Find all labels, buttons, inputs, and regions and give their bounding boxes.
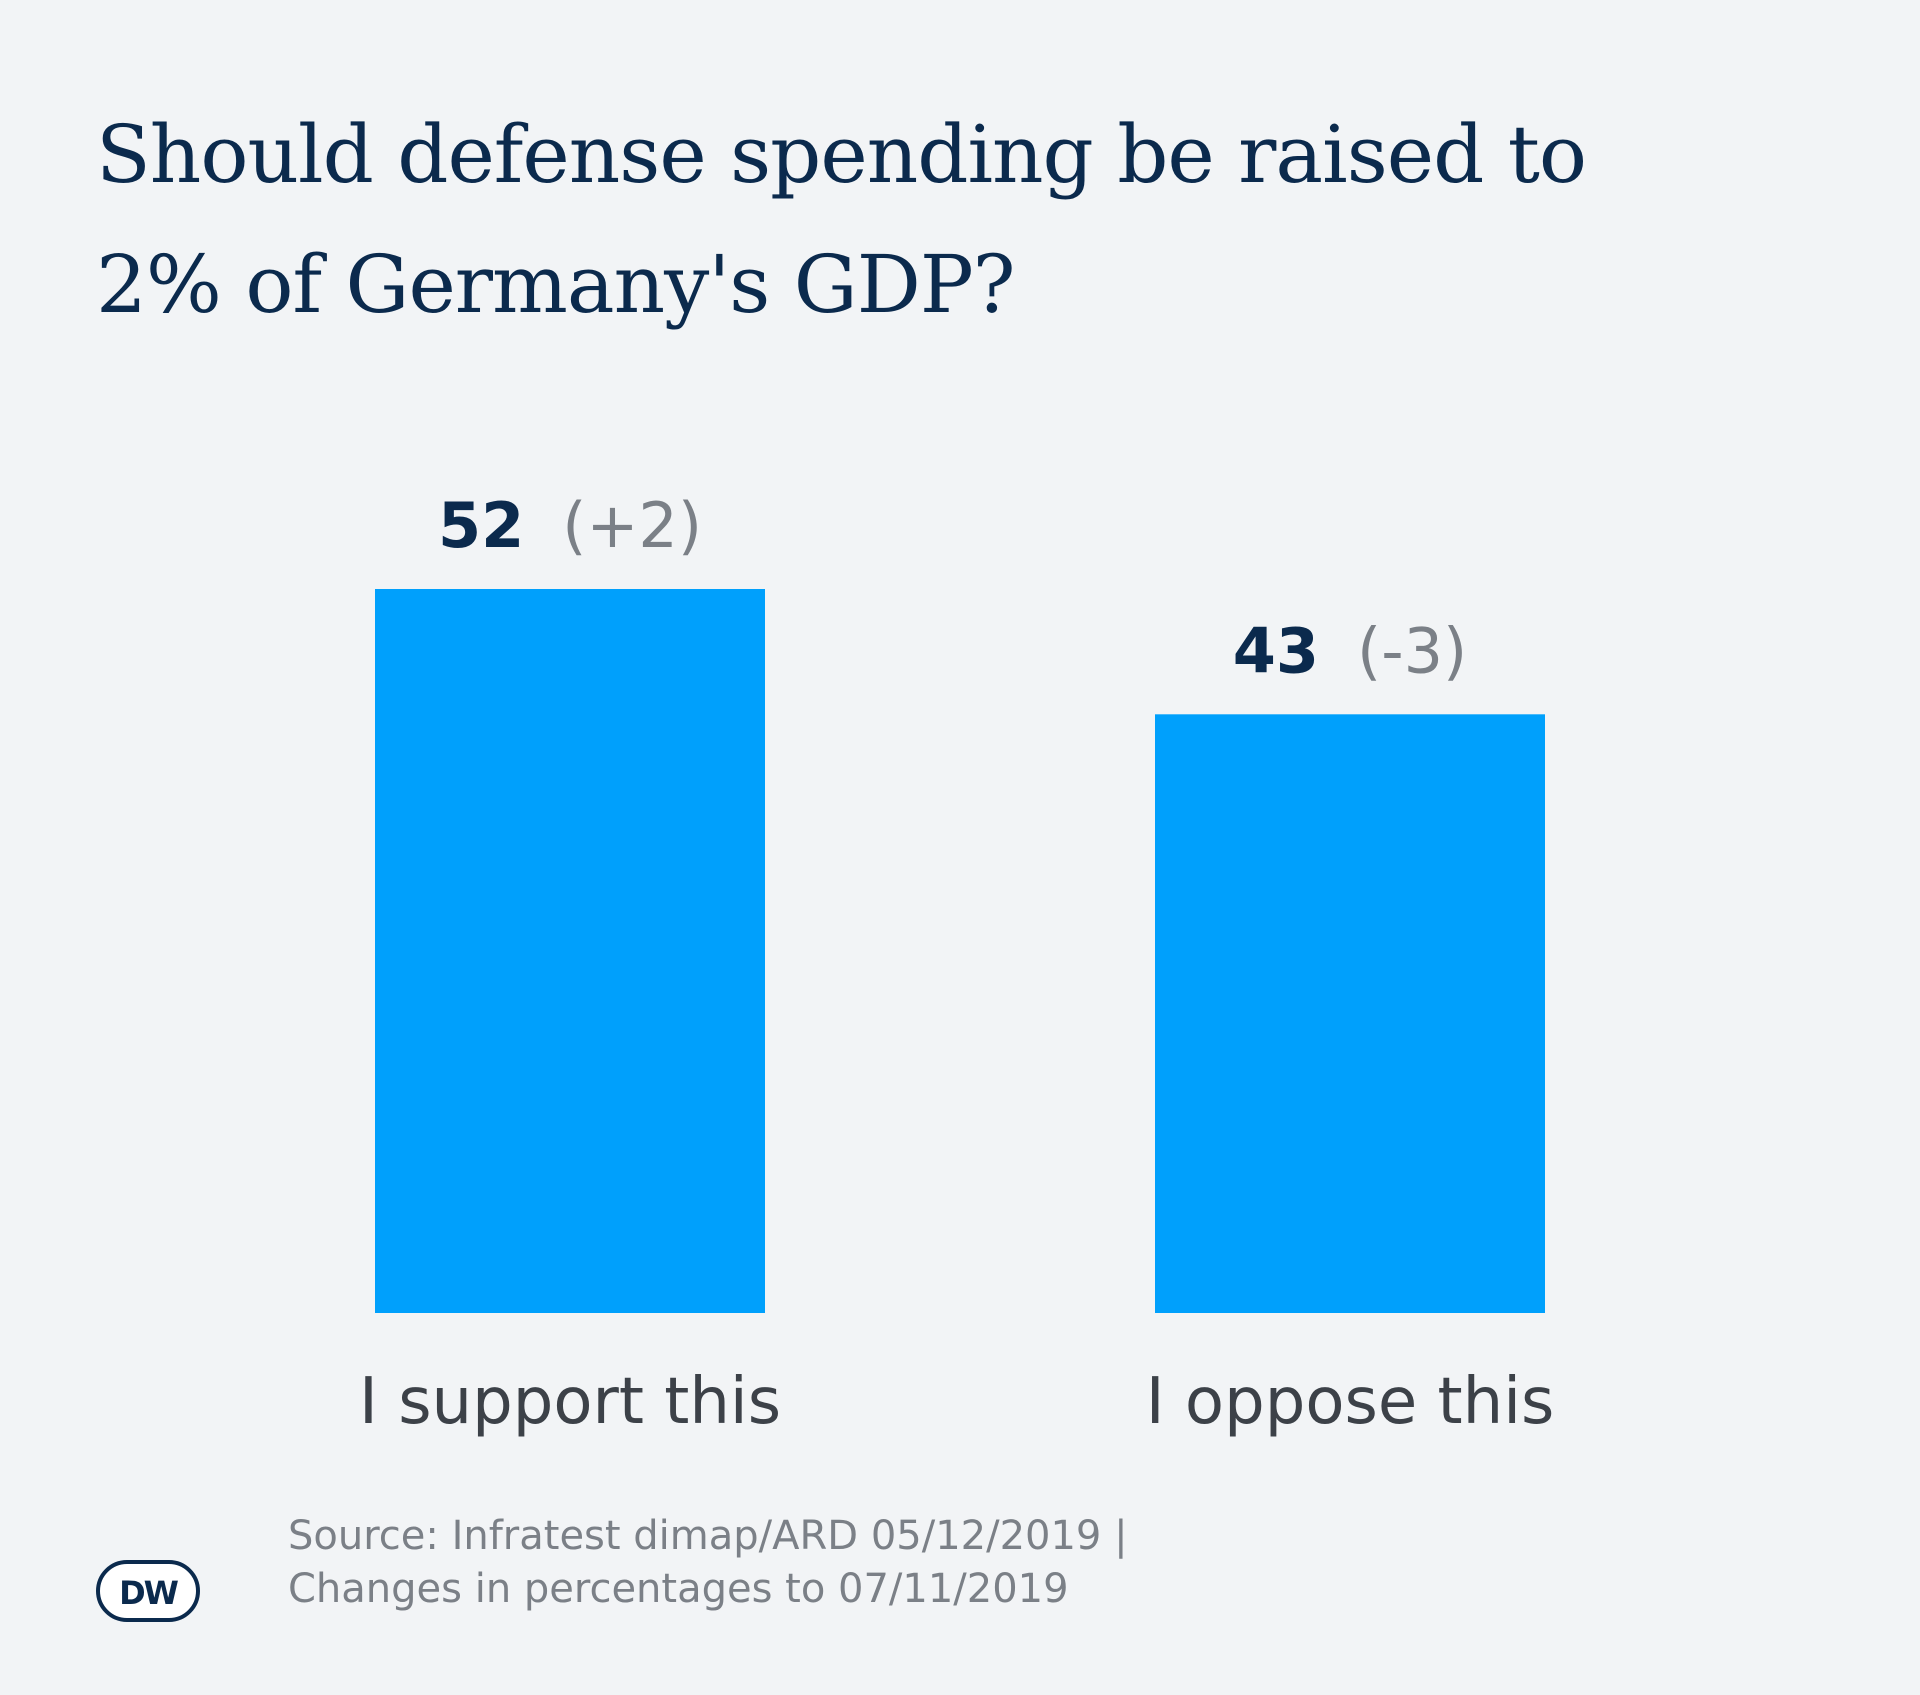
bar-chart: 52 (+2) I support this 43 (-3) I oppose this [359,489,1555,1439]
source-note: Source: Infratest dimap/ARD 05/12/2019 |… [288,1510,1128,1616]
category-label-2: I oppose this [1146,1365,1555,1439]
dw-logo-text: DW [119,1574,179,1612]
chart-title: Should defense spending be raised to 2% … [96,90,1836,350]
change-label-1: (+2) [562,489,702,562]
data-label-1: 52 (+2) [438,489,702,562]
chart-title-line-1: Should defense spending be raised to [96,108,1587,201]
data-label-2: 43 (-3) [1233,614,1467,687]
change-label-2: (-3) [1357,614,1467,687]
source-line-1: Source: Infratest dimap/ARD 05/12/2019 | [288,1513,1128,1559]
dw-logo-icon: DW [96,1560,200,1622]
bar-2 [1155,714,1545,1313]
value-label-2: 43 [1233,614,1319,687]
chart-title-line-2: 2% of Germany's GDP? [96,238,1016,331]
source-line-2: Changes in percentages to 07/11/2019 [288,1566,1069,1612]
category-label-1: I support this [359,1365,781,1439]
bar-1 [375,589,765,1313]
value-label-1: 52 [438,489,524,562]
